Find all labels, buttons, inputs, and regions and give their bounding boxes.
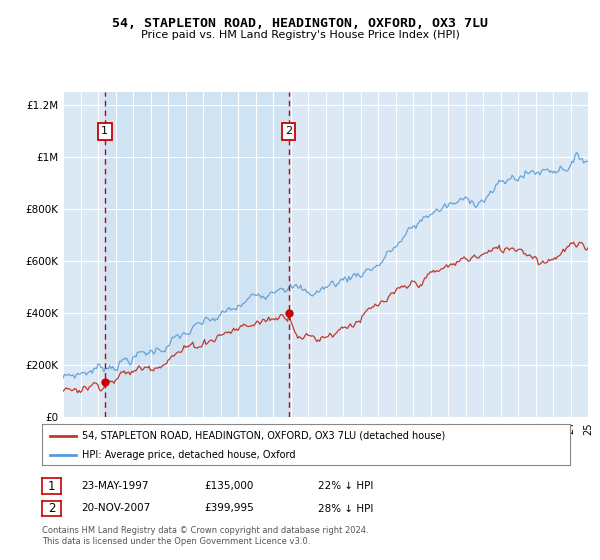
- Text: 2: 2: [285, 127, 292, 137]
- Text: 20-NOV-2007: 20-NOV-2007: [81, 503, 150, 514]
- Bar: [105, 92, 289, 417]
- Text: £135,000: £135,000: [204, 481, 253, 491]
- Text: Contains HM Land Registry data © Crown copyright and database right 2024.
This d: Contains HM Land Registry data © Crown c…: [42, 526, 368, 546]
- Text: 23-MAY-1997: 23-MAY-1997: [81, 481, 149, 491]
- Text: 2: 2: [48, 502, 55, 515]
- Text: 28% ↓ HPI: 28% ↓ HPI: [318, 503, 373, 514]
- Text: 1: 1: [48, 479, 55, 493]
- Text: Price paid vs. HM Land Registry's House Price Index (HPI): Price paid vs. HM Land Registry's House …: [140, 30, 460, 40]
- Text: 54, STAPLETON ROAD, HEADINGTON, OXFORD, OX3 7LU: 54, STAPLETON ROAD, HEADINGTON, OXFORD, …: [112, 17, 488, 30]
- Text: 54, STAPLETON ROAD, HEADINGTON, OXFORD, OX3 7LU (detached house): 54, STAPLETON ROAD, HEADINGTON, OXFORD, …: [82, 431, 445, 441]
- Text: 1: 1: [101, 127, 109, 137]
- Text: 22% ↓ HPI: 22% ↓ HPI: [318, 481, 373, 491]
- Text: £399,995: £399,995: [204, 503, 254, 514]
- Text: HPI: Average price, detached house, Oxford: HPI: Average price, detached house, Oxfo…: [82, 450, 295, 460]
